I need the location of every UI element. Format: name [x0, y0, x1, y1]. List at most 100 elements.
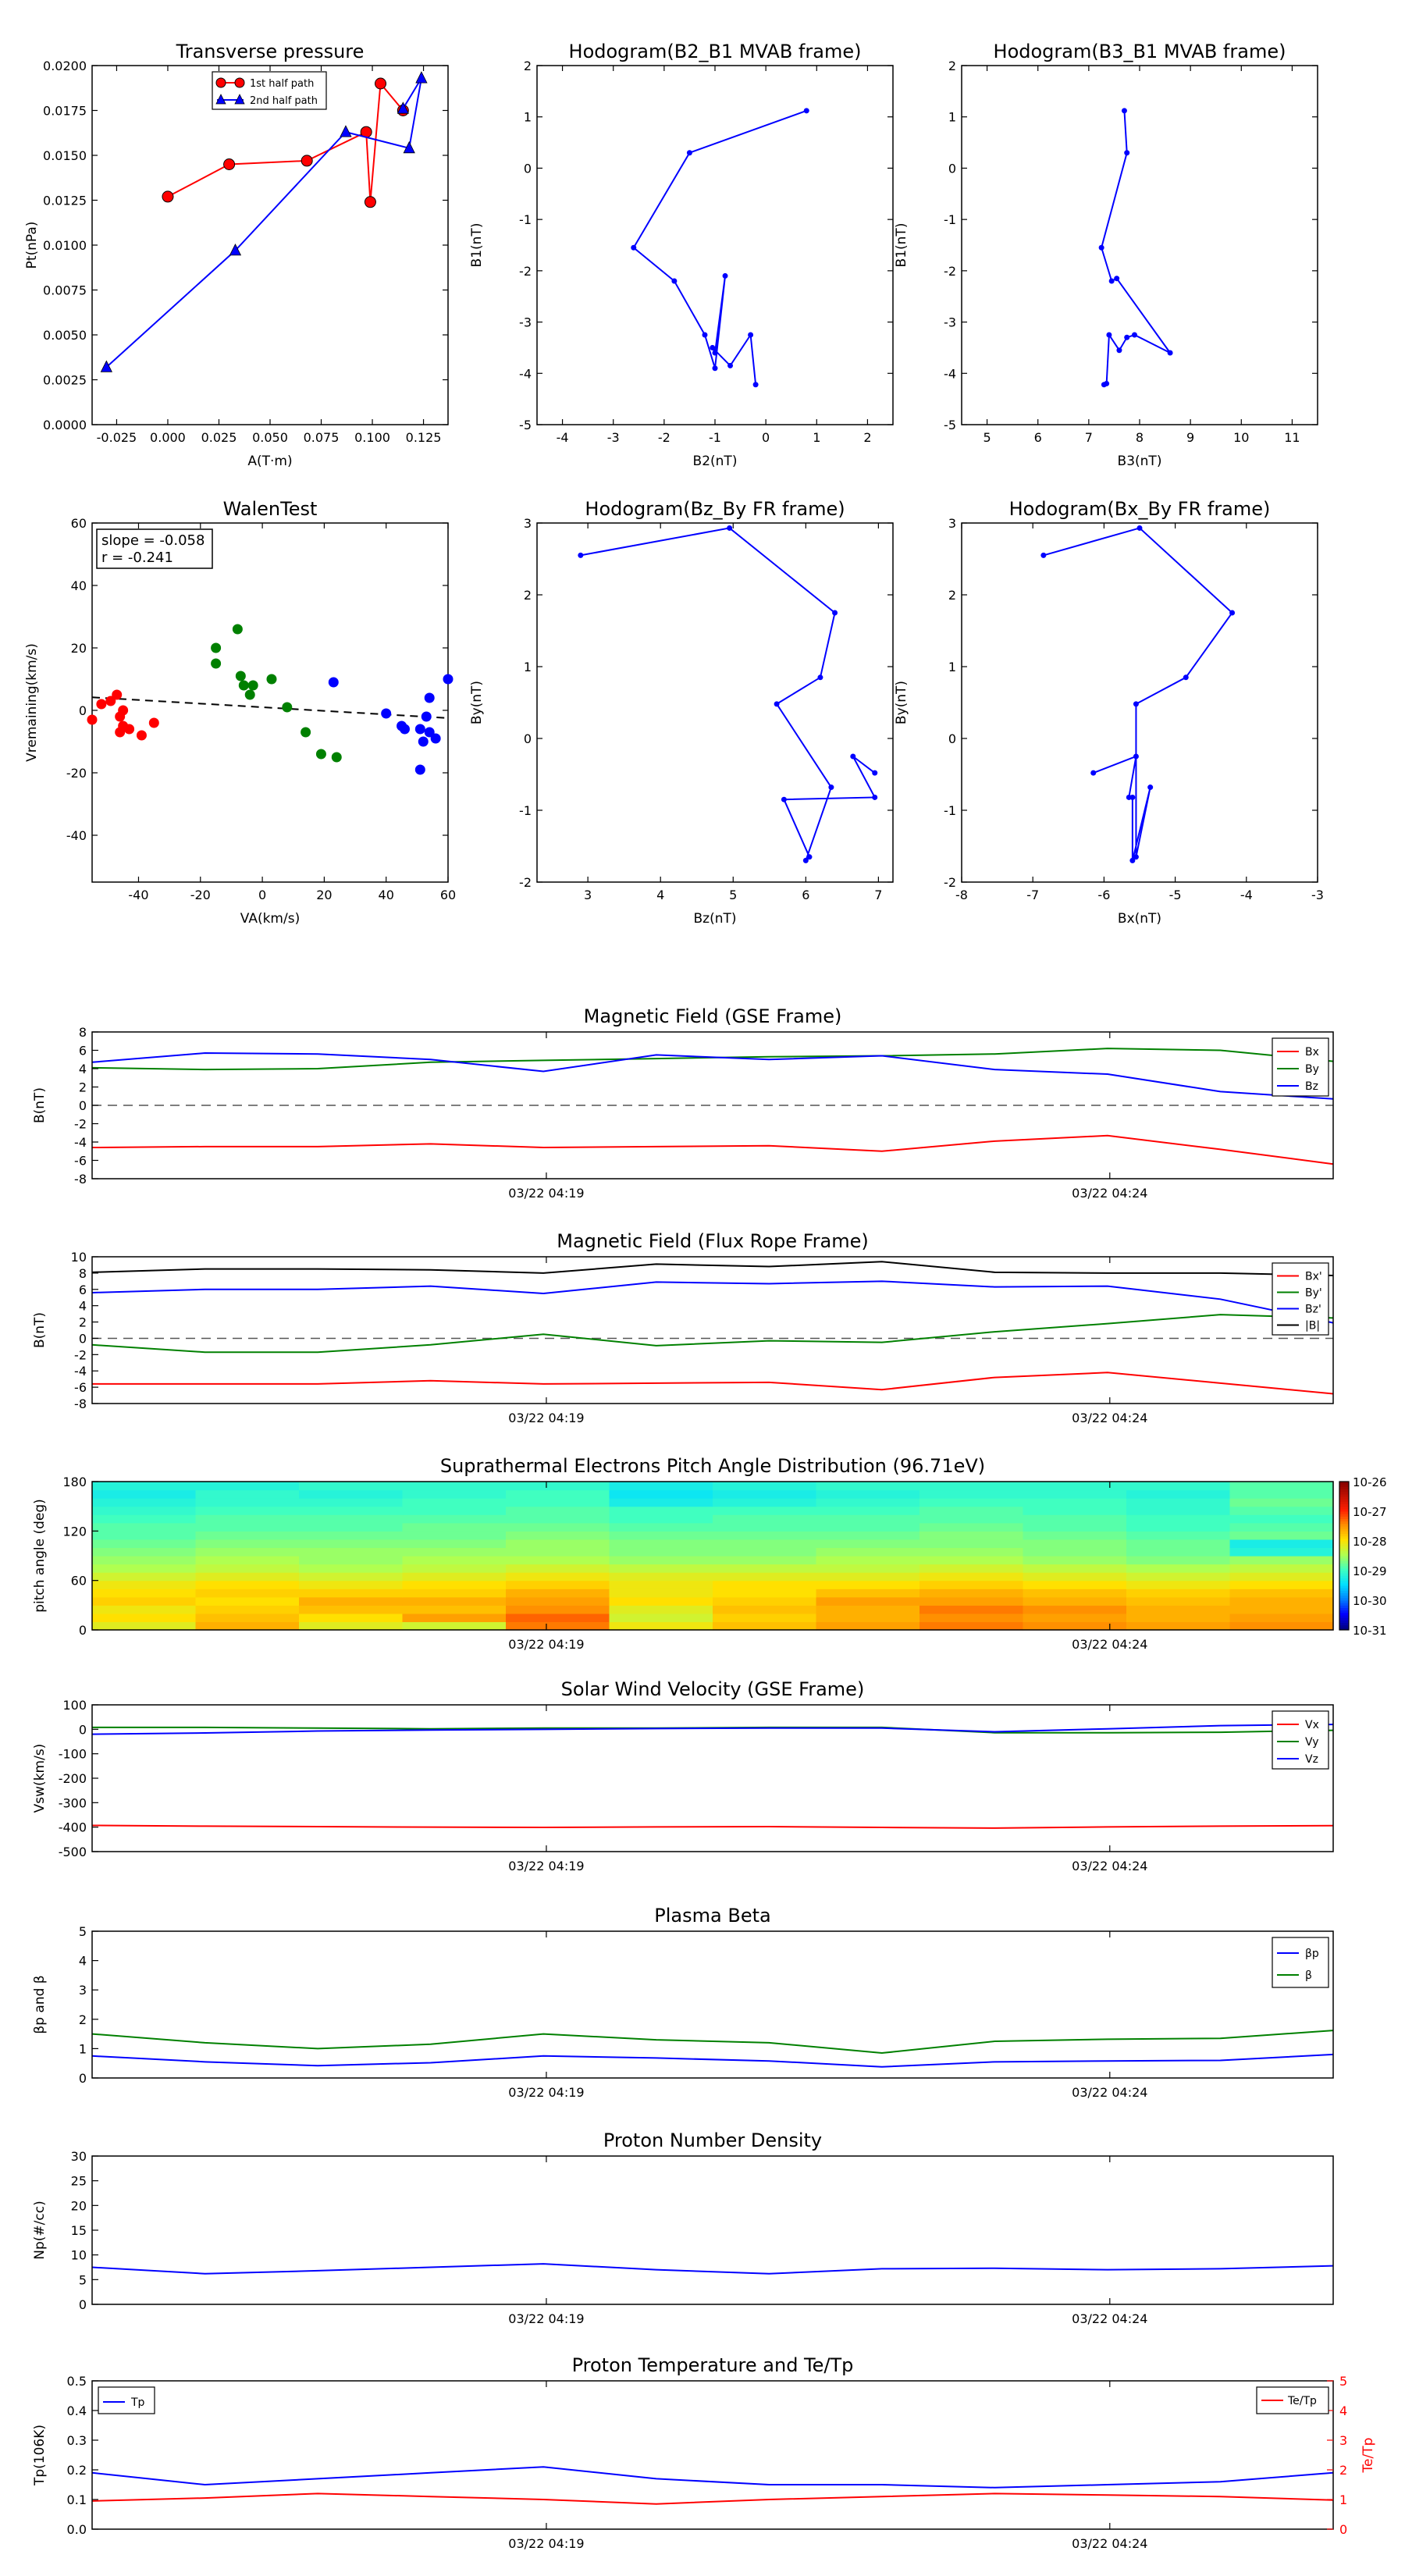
- bfr-legend-label: Bz': [1305, 1304, 1321, 1316]
- pad-cell: [92, 1589, 197, 1598]
- walen-point: [421, 711, 432, 722]
- pad-colorbar-cell: [1339, 1516, 1349, 1519]
- pad-colorbar-cell: [1339, 1607, 1349, 1611]
- bgse-title: Magnetic Field (GSE Frame): [584, 1005, 842, 1027]
- fxby-series-line: [1043, 527, 1233, 861]
- pad-cell: [816, 1531, 920, 1540]
- pad-cell: [402, 1605, 507, 1614]
- pad-cell: [1023, 1613, 1127, 1623]
- pad-cell: [816, 1482, 920, 1491]
- pad-cell: [299, 1498, 404, 1507]
- pad-cell: [816, 1580, 920, 1589]
- walen-point: [315, 749, 326, 760]
- beta-series-1: [91, 2030, 1334, 2055]
- vsw-frame: [91, 1704, 1334, 1852]
- pad-colorbar-cell: [1339, 1543, 1349, 1546]
- vsw-ytick-label: 0: [79, 1722, 87, 1737]
- pad-cell: [609, 1539, 713, 1549]
- walen-point: [124, 724, 135, 735]
- pad-colorbar-cell: [1339, 1501, 1349, 1504]
- pad-cell: [1126, 1556, 1231, 1565]
- pad-cell: [816, 1506, 920, 1515]
- vsw-ytick-label: -200: [59, 1771, 87, 1786]
- pad-cell: [919, 1531, 1024, 1540]
- pad-colorbar-cell: [1339, 1592, 1349, 1596]
- vsw-legend-label: Vx: [1305, 1719, 1319, 1731]
- np-title: Proton Number Density: [603, 2129, 822, 2151]
- temp-ytick-label-right: 4: [1339, 2403, 1347, 2418]
- fxby-ytick-label: -1: [944, 803, 956, 818]
- h33-xlabel: B3(nT): [1118, 454, 1162, 469]
- pad-colorbar-cell: [1339, 1620, 1349, 1623]
- pad-cell: [713, 1580, 817, 1589]
- pad-colorbar-cell: [1339, 1588, 1349, 1591]
- walen-point: [443, 674, 454, 685]
- pad-cell: [919, 1498, 1024, 1507]
- bgse-ytick-label: -8: [74, 1172, 87, 1187]
- pad-cell: [195, 1556, 300, 1565]
- pad-cell: [195, 1539, 300, 1549]
- beta-legend-box: [1272, 1937, 1329, 1988]
- pad-cell: [919, 1489, 1024, 1499]
- pad-cell: [402, 1482, 507, 1491]
- pad-cell: [919, 1564, 1024, 1573]
- pad-cell: [919, 1589, 1024, 1598]
- bgse-legend-label: Bz: [1305, 1080, 1318, 1093]
- pad-cell: [609, 1589, 713, 1598]
- pad-colorbar-cell: [1339, 1496, 1349, 1500]
- pad-colorbar-cell: [1339, 1503, 1349, 1507]
- pad-colorbar-cell: [1339, 1535, 1349, 1539]
- pad-colorbar-cell: [1339, 1506, 1349, 1510]
- pad-cell: [92, 1621, 197, 1631]
- pad-cell: [1126, 1498, 1231, 1507]
- pad-cell: [609, 1482, 713, 1491]
- pad-cell: [1023, 1514, 1127, 1524]
- bgse-ytick-label: -6: [74, 1154, 87, 1169]
- bgse-ytick-label: -4: [74, 1135, 87, 1150]
- pad-cell: [402, 1547, 507, 1557]
- tp-legend-marker: [234, 94, 245, 105]
- tp-legend-label: 2nd half path: [250, 95, 318, 107]
- pad-cell: [92, 1564, 197, 1573]
- bgse-ytick-label: 0: [79, 1098, 87, 1113]
- pad-cell: [609, 1489, 713, 1499]
- bfr-ytick-label: 6: [79, 1283, 87, 1297]
- walen-xtick-label: 40: [379, 888, 394, 902]
- walen-ylabel: Vremaining(km/s): [24, 643, 40, 762]
- pad-cell: [1126, 1539, 1231, 1549]
- pad-cell: [299, 1539, 404, 1549]
- beta-frame: [91, 1930, 1334, 2079]
- pad-cell: [816, 1613, 920, 1623]
- tp-ylabel: Pt(nPa): [24, 222, 40, 269]
- tp-ytick-label: 0.0175: [43, 104, 87, 119]
- pad-cell: [816, 1572, 920, 1582]
- pad-colorbar-cell: [1339, 1590, 1349, 1593]
- pad-cell: [1229, 1514, 1334, 1524]
- fzby-series-line: [580, 527, 877, 862]
- np-xtick-label: 03/22 04:19: [508, 2311, 584, 2326]
- fzby-xtick-label: 3: [584, 888, 592, 902]
- pad-cell: [919, 1556, 1024, 1565]
- pad-cell: [713, 1482, 817, 1491]
- tp-point: [301, 155, 313, 167]
- pad-cell: [1126, 1596, 1231, 1606]
- pad-ytick-label: 0: [79, 1623, 87, 1638]
- pad-cell: [92, 1539, 197, 1549]
- pad-cell: [816, 1539, 920, 1549]
- fzby-xlabel: Bz(nT): [693, 911, 736, 927]
- tp-xtick-label: 0.050: [252, 430, 288, 445]
- pad-colorbar-cell: [1339, 1526, 1349, 1529]
- h33-xtick-label: 9: [1186, 430, 1194, 445]
- h33-point: [1124, 334, 1130, 340]
- pad-cell: [195, 1596, 300, 1606]
- h23-point: [712, 365, 718, 372]
- h33-xtick-label: 10: [1233, 430, 1249, 445]
- pad-cell: [506, 1589, 610, 1598]
- pad-cell: [92, 1498, 197, 1507]
- pad-colorbar-cell: [1339, 1531, 1349, 1534]
- beta-xtick-label: 03/22 04:24: [1072, 2085, 1147, 2100]
- h33-ytick-label: 1: [948, 110, 956, 125]
- pad-cell: [195, 1613, 300, 1623]
- np-panel: Proton Number Density 0 5 10 15 20 25 30 03/22 0…: [32, 2129, 1334, 2326]
